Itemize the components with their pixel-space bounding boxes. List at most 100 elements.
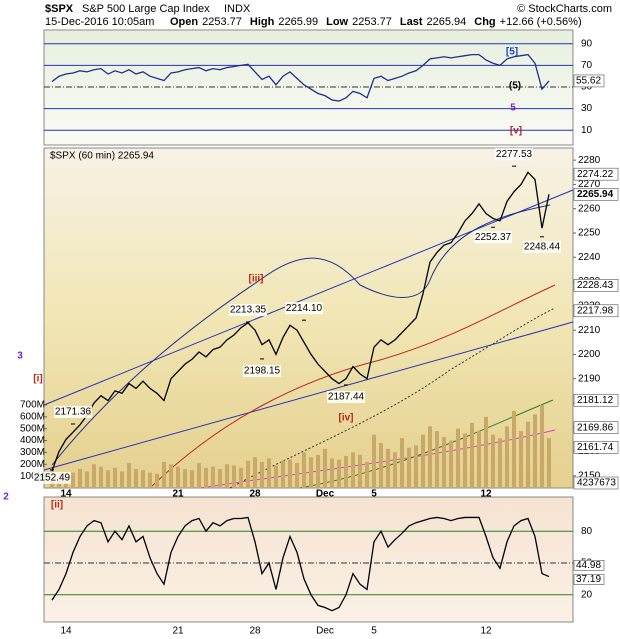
moving-average [51,204,551,466]
price-tag-label: 2169.86 [577,422,614,433]
price-tag [573,304,619,318]
callout-box [229,304,267,317]
callout-label: 2187.44 [328,392,365,403]
rsi-tag-label: 55.62 [576,76,601,87]
volume-bar [456,428,460,488]
volume-bar [484,416,488,488]
volume-bar [505,426,509,488]
volume-bar [358,454,362,488]
quote-value: 2253.77 [352,16,392,28]
quote: Open 2253.77 High 2265.99 Low 2253.77 Last 2265… [170,16,582,28]
index-name: S&P 500 Large Cap Index [82,3,210,15]
quote-label: Last [400,16,423,28]
volume-bar [316,454,320,488]
quote-value: 2253.77 [202,16,242,28]
volume-bar [330,458,334,488]
y-tick-label: 2270 [578,179,601,190]
quote-value: +12.66 (+0.56%) [500,16,582,28]
moving-average [149,284,556,489]
y-tick-label: 30 [581,103,593,114]
x-tick-label: 14 [60,489,72,500]
price-tag [573,279,619,292]
osc-tag [573,574,605,585]
volume-bar [414,445,418,488]
volume-bar [309,457,313,488]
volume-bar [246,460,250,488]
volume-bar [176,466,180,488]
callout-label: 2198.15 [244,366,281,377]
volume-bar [386,448,390,488]
volume-bar [85,471,89,488]
callout-label: 2252.37 [475,232,512,243]
wave-label: 3 [17,351,23,362]
volume-bar [162,461,166,488]
callout-box [523,240,561,253]
callout-label: 2171.36 [55,407,92,418]
callout-box [285,302,323,315]
quote-label: Low [326,16,348,28]
volume-bar [323,448,327,488]
y-tick-label: 20 [581,589,593,600]
volume-bar [449,440,453,488]
volume-bar [491,434,495,488]
volume-bar [463,433,467,488]
volume-tick-label: 700M [20,400,45,411]
volume-bar [533,414,537,488]
wave-label: [iv] [339,413,354,424]
moving-average [229,307,556,489]
y-tick-label: 2150 [578,470,601,481]
y-tick-label: 2250 [578,228,601,239]
volume-bar [232,465,236,488]
price-tag [573,393,619,407]
volume-bar [379,442,383,488]
callout-label: 2214.10 [286,303,323,314]
volume-tick-label: 100M [20,471,45,482]
callout-box [54,405,92,418]
rsi-tag [573,74,605,88]
volume-bar [288,459,292,488]
volume-bar [470,422,474,488]
volume-bar [421,434,425,488]
rsi_bottom-line [51,516,550,612]
y-tick-label: 2280 [578,155,601,166]
volume-bar [267,458,271,488]
volume-bar [218,469,222,488]
osc-tag [573,560,605,571]
wave-label: [ii] [51,500,63,511]
wave-label: [i] [33,374,42,385]
y-tick-label: 2240 [578,252,601,263]
volume-tick-label: 300M [20,447,45,458]
volume-bar [547,438,551,488]
wave-label: [iii] [249,274,264,285]
rsi-bottom-panel [43,496,574,623]
callout-box [33,471,71,484]
volume-bar [281,460,285,488]
callout-box [495,148,533,161]
volume-bar [512,410,516,488]
wave-label: [v] [510,126,522,137]
price-tag-label: 2181.12 [577,395,614,406]
wave-label: 2 [3,492,9,503]
volume-bar [274,465,278,488]
trend-line [43,189,574,406]
y-tick-label: 2200 [578,349,601,360]
price-tag [573,187,619,201]
volume-bar [253,457,257,488]
volume-bar [519,431,523,488]
price-line [51,171,550,472]
y-tick-label: 2210 [578,325,601,336]
wave-label: [5] [506,47,518,58]
x-tick-label: Dec [316,489,335,500]
volume-bar [113,467,117,488]
volume-tick-label: 600M [20,411,45,422]
volume-bar [169,464,173,488]
volume-bar [442,437,446,488]
callout-box [243,364,281,377]
callout-box [327,390,365,403]
rsi_top-line [51,53,550,102]
price-tag [573,167,619,181]
volume-bar [127,463,131,488]
volume-bar [302,452,306,488]
callout-label: 2152.49 [34,472,71,483]
